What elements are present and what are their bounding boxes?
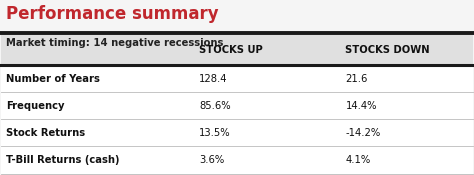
Bar [1,146,473,174]
Text: 13.5%: 13.5% [199,128,231,138]
Text: 128.4: 128.4 [199,74,228,84]
Text: 14.4%: 14.4% [346,101,377,111]
Text: 3.6%: 3.6% [199,155,225,165]
Text: Number of Years: Number of Years [6,74,100,84]
Text: -14.2%: -14.2% [346,128,381,138]
Bar [1,35,473,65]
Bar [1,92,473,119]
Text: Performance summary: Performance summary [6,5,219,23]
Bar [1,65,473,92]
Bar [1,119,473,146]
Text: 85.6%: 85.6% [199,101,231,111]
Text: STOCKS DOWN: STOCKS DOWN [346,45,430,55]
Text: Frequency: Frequency [6,101,64,111]
Text: T-Bill Returns (cash): T-Bill Returns (cash) [6,155,119,165]
Text: 21.6: 21.6 [346,74,368,84]
Text: 4.1%: 4.1% [346,155,371,165]
Text: Stock Returns: Stock Returns [6,128,85,138]
Text: Market timing: 14 negative recessions: Market timing: 14 negative recessions [6,38,223,48]
Text: STOCKS UP: STOCKS UP [199,45,263,55]
